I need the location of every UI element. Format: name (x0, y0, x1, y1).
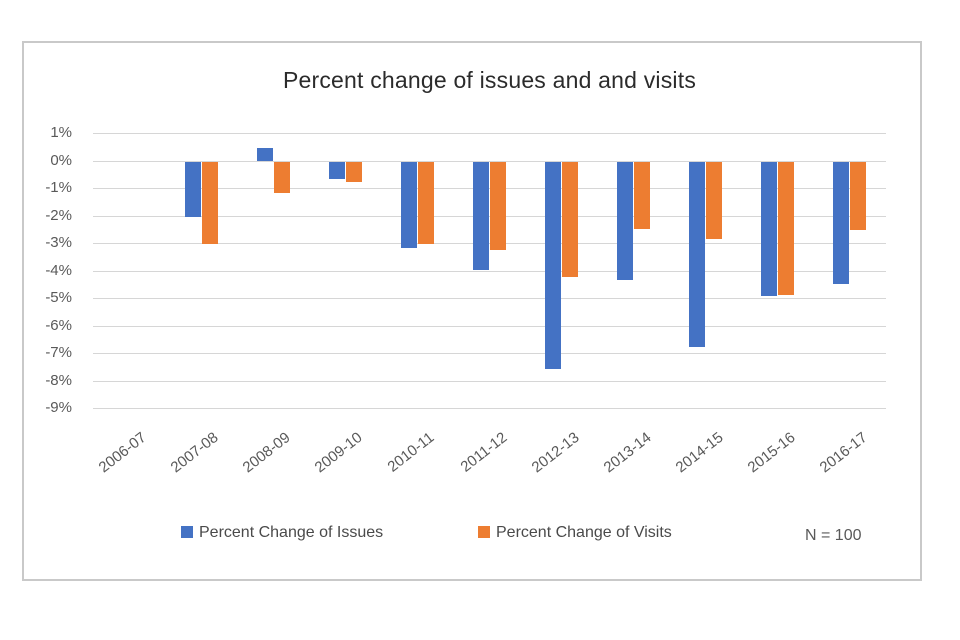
y-tick--2%: -2% (45, 206, 72, 224)
legend-visits-swatch (478, 526, 490, 538)
x-tick-2012-13: 2012-13 (528, 429, 583, 477)
gridline--6% (93, 325, 886, 327)
bar-issues-2015-16 (761, 161, 778, 297)
bar-visits-2012-13 (562, 161, 579, 277)
bar-issues-2014-15 (689, 161, 706, 348)
y-tick-1%: 1% (50, 124, 72, 141)
bar-visits-2011-12 (490, 161, 506, 250)
bar-visits-2013-14 (634, 161, 651, 229)
bar-visits-2008-09 (273, 161, 290, 194)
gridline--9% (93, 408, 886, 409)
y-tick--6%: -6% (45, 316, 72, 334)
gridline--3% (93, 243, 886, 244)
x-tick-2014-15: 2014-15 (672, 429, 727, 477)
y-tick--9%: -9% (45, 399, 72, 416)
bar-visits-2010-11 (417, 161, 434, 244)
gridline--2% (93, 215, 886, 217)
bar-issues-2008-09 (256, 148, 273, 161)
chart-container: Percent change of issues and and visits … (22, 41, 922, 581)
legend-issues-label: Percent Change of Issues (199, 524, 384, 541)
y-tick--5%: -5% (45, 289, 72, 306)
x-tick-2013-14: 2013-14 (600, 429, 655, 477)
x-axis-labels: 2006-07 2007-08 2008-09 2009-10 2010-11 2011-… (93, 415, 886, 525)
bar-visits-2016-17 (850, 161, 867, 231)
bar-issues-2013-14 (617, 161, 634, 280)
gridline-1% (93, 133, 886, 134)
legend-visits-label: Percent Change of Visits (496, 524, 672, 541)
legend-item-visits: Percent Change of Visits (478, 524, 672, 542)
bar-issues-2016-17 (833, 161, 850, 284)
chart-title: Percent change of issues and and visits (282, 67, 697, 93)
y-tick--7%: -7% (45, 344, 72, 361)
bar-visits-2014-15 (706, 161, 723, 239)
y-tick-0%: 0% (50, 151, 72, 169)
x-tick-2009-10: 2009-10 (311, 429, 366, 477)
bar-issues-2011-12 (473, 161, 489, 271)
x-tick-2015-16: 2015-16 (744, 429, 799, 477)
plot-area (93, 133, 886, 409)
x-tick-2007-08: 2007-08 (167, 429, 222, 477)
y-tick--4%: -4% (45, 261, 72, 279)
gridline--7% (93, 353, 886, 354)
x-tick-2011-12: 2011-12 (456, 429, 510, 476)
bar-visits-2007-08 (201, 161, 218, 244)
gridline--4% (93, 270, 886, 272)
sample-size-note: N = 100 (805, 527, 862, 544)
x-tick-2006-07: 2006-07 (95, 429, 150, 477)
bar-issues-2012-13 (545, 161, 562, 370)
legend-issues-swatch (181, 526, 193, 538)
x-tick-2016-17: 2016-17 (816, 429, 871, 477)
bar-issues-2010-11 (400, 161, 417, 249)
legend-item-issues: Percent Change of Issues (181, 524, 383, 542)
bar-visits-2015-16 (778, 161, 795, 295)
gridline--5% (93, 298, 886, 299)
gridline-0% (93, 160, 886, 162)
y-tick--8%: -8% (45, 371, 72, 389)
x-tick-2008-09: 2008-09 (239, 429, 294, 477)
bar-issues-2009-10 (328, 161, 345, 180)
gridline--8% (93, 380, 886, 382)
bar-issues-2007-08 (184, 161, 201, 217)
gridline--1% (93, 188, 886, 189)
y-tick--1%: -1% (45, 179, 72, 196)
bar-visits-2009-10 (345, 161, 362, 183)
x-tick-2010-11: 2010-11 (384, 429, 438, 476)
y-tick--3%: -3% (45, 234, 72, 251)
